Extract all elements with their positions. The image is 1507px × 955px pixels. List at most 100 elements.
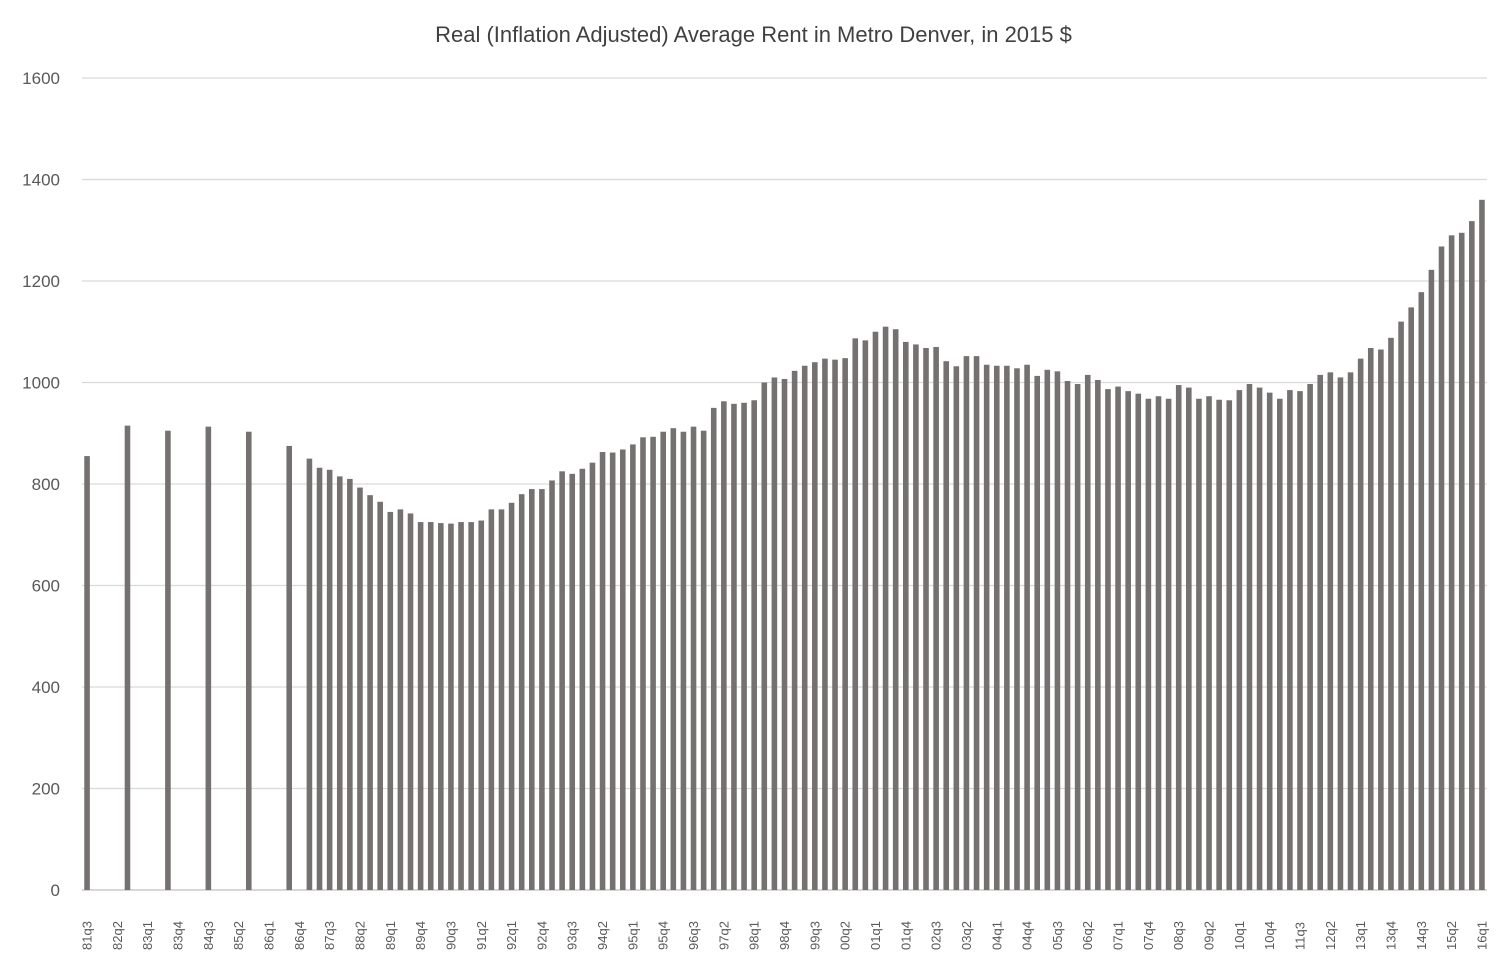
bar-96q3	[690, 426, 697, 890]
bar-01q2	[882, 326, 889, 890]
x-tick-label: 01q1	[868, 921, 883, 950]
bar-87q2	[316, 467, 323, 890]
bar-03q1	[953, 366, 960, 890]
bar-92q3	[529, 489, 535, 890]
bar-10q3	[1256, 387, 1263, 890]
chart-title: Real (Inflation Adjusted) Average Rent i…	[435, 22, 1072, 47]
bar-84q3	[205, 426, 212, 890]
bar-12q2	[1327, 372, 1334, 891]
bar-10q1	[1236, 390, 1243, 890]
bar-08q2	[1165, 398, 1172, 890]
bar-82q3	[124, 425, 131, 890]
bar-97q1	[710, 407, 717, 890]
bar-15q1	[1438, 246, 1445, 891]
bar-99q2	[801, 365, 808, 890]
bar-93q2	[559, 471, 565, 890]
bar-86q3	[286, 445, 293, 890]
bar-12q4	[1347, 372, 1354, 891]
bar-92q2	[518, 494, 525, 890]
x-tick-label: 89q1	[383, 921, 398, 950]
x-tick-label: 99q3	[807, 921, 822, 950]
bar-95q4	[660, 431, 667, 890]
bar-88q3	[367, 495, 373, 890]
x-tick-label: 07q1	[1111, 921, 1126, 950]
bar-08q3	[1175, 385, 1182, 890]
x-tick-label: 97q2	[716, 921, 731, 950]
x-tick-label: 95q1	[625, 921, 640, 950]
bar-88q1	[347, 478, 353, 890]
x-tick-label: 05q3	[1050, 921, 1065, 950]
bar-81q3	[84, 456, 90, 890]
bar-00q4	[862, 340, 869, 890]
x-tick-label: 01q4	[898, 921, 913, 950]
x-tick-label: 04q1	[989, 921, 1004, 950]
bar-93q1	[549, 480, 555, 890]
x-tick-label: 15q2	[1444, 921, 1459, 950]
bar-93q3	[569, 473, 576, 890]
bar-08q1	[1155, 396, 1162, 890]
x-tick-label: 04q4	[1020, 921, 1035, 950]
bar-89q4	[417, 522, 424, 890]
bar-94q4	[619, 449, 626, 890]
bar-88q4	[377, 501, 383, 890]
bar-91q1	[468, 522, 474, 890]
bar-97q3	[731, 403, 737, 890]
x-tick-label: 86q1	[261, 921, 276, 950]
bar-07q3	[1135, 393, 1142, 890]
bar-10q2	[1246, 384, 1253, 890]
bar-02q3	[933, 346, 939, 891]
x-tick-label: 85q2	[231, 921, 246, 950]
y-tick-label: 800	[32, 475, 60, 494]
x-tick-label: 09q2	[1202, 921, 1217, 950]
x-tick-label: 07q4	[1141, 921, 1156, 950]
bar-14q1	[1398, 321, 1404, 891]
x-tick-label: 82q2	[110, 921, 125, 950]
x-tick-label: 00q2	[838, 921, 853, 950]
bar-09q2	[1206, 396, 1212, 890]
bar-89q2	[397, 509, 404, 890]
bar-94q3	[609, 452, 616, 890]
x-tick-label: 98q1	[747, 921, 762, 950]
bar-97q4	[741, 402, 747, 890]
y-tick-label: 0	[51, 881, 60, 900]
x-tick-label: 91q2	[474, 921, 489, 950]
bar-07q4	[1145, 398, 1152, 890]
y-tick-label: 200	[32, 780, 60, 799]
bar-13q2	[1367, 347, 1374, 890]
bar-07q2	[1125, 391, 1131, 890]
x-tick-label: 14q3	[1414, 921, 1429, 950]
bar-07q1	[1115, 386, 1121, 890]
bar-11q2	[1287, 390, 1293, 890]
bar-98q1	[751, 400, 757, 890]
bar-05q1	[1034, 375, 1040, 891]
bar-00q3	[852, 338, 859, 890]
bar-15q4	[1469, 221, 1475, 891]
bar-85q3	[245, 431, 252, 890]
bar-16q1	[1479, 199, 1485, 891]
bar-98q3	[771, 377, 778, 890]
x-tick-label: 90q3	[443, 921, 458, 950]
bar-06q3	[1095, 379, 1101, 890]
x-tick-label: 12q2	[1323, 921, 1338, 950]
bar-90q1	[427, 522, 434, 890]
bar-05q3	[1054, 371, 1061, 891]
bar-06q2	[1084, 374, 1091, 890]
bar-92q4	[539, 489, 545, 890]
y-tick-label: 400	[32, 678, 60, 697]
x-tick-label: 06q2	[1080, 921, 1095, 950]
x-tick-label: 86q4	[292, 921, 307, 950]
x-tick-label: 87q3	[322, 921, 337, 950]
bar-15q3	[1458, 232, 1465, 891]
bar-96q2	[680, 431, 687, 890]
bar-11q3	[1297, 391, 1303, 890]
bar-04q1	[993, 365, 1000, 890]
y-tick-label: 1000	[22, 374, 60, 393]
x-tick-label: 83q4	[171, 921, 186, 950]
bar-05q4	[1064, 380, 1071, 890]
bar-14q4	[1428, 269, 1435, 891]
x-tick-label: 08q3	[1171, 921, 1186, 950]
bar-90q2	[438, 523, 444, 890]
bar-01q3	[892, 329, 899, 890]
bar-92q1	[508, 502, 515, 890]
